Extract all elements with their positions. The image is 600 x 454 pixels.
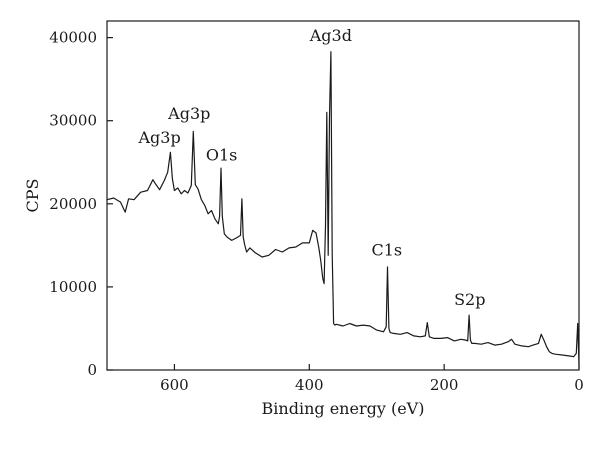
x-axis-title: Binding energy (eV) — [262, 399, 425, 418]
y-tick-label: 10000 — [49, 278, 97, 296]
y-tick-label: 30000 — [49, 112, 97, 130]
spectrum-line — [106, 51, 580, 365]
peak-label-o1s: O1s — [206, 146, 238, 165]
peak-label-c1s: C1s — [372, 240, 403, 259]
y-tick-label: 20000 — [49, 195, 97, 213]
x-axis-ticks: 600 400 200 0 — [160, 364, 584, 394]
y-axis-title: CPS — [23, 179, 42, 213]
peak-label-ag3d: Ag3d — [309, 26, 352, 45]
y-axis-ticks: 0 10000 20000 30000 40000 — [49, 29, 113, 379]
peak-label-ag3p: Ag3p — [167, 104, 210, 123]
peak-labels: Ag3p Ag3p O1s Ag3d C1s S2p — [137, 26, 485, 309]
x-tick-label: 0 — [574, 376, 584, 394]
y-tick-label: 40000 — [49, 29, 97, 47]
x-tick-label: 400 — [295, 376, 324, 394]
x-tick-label: 200 — [430, 376, 459, 394]
peak-label-ag3p: Ag3p — [137, 128, 180, 147]
plot-frame — [106, 20, 580, 371]
peak-label-s2p: S2p — [454, 290, 485, 309]
x-tick-label: 600 — [160, 376, 189, 394]
y-tick-label: 0 — [87, 361, 97, 379]
